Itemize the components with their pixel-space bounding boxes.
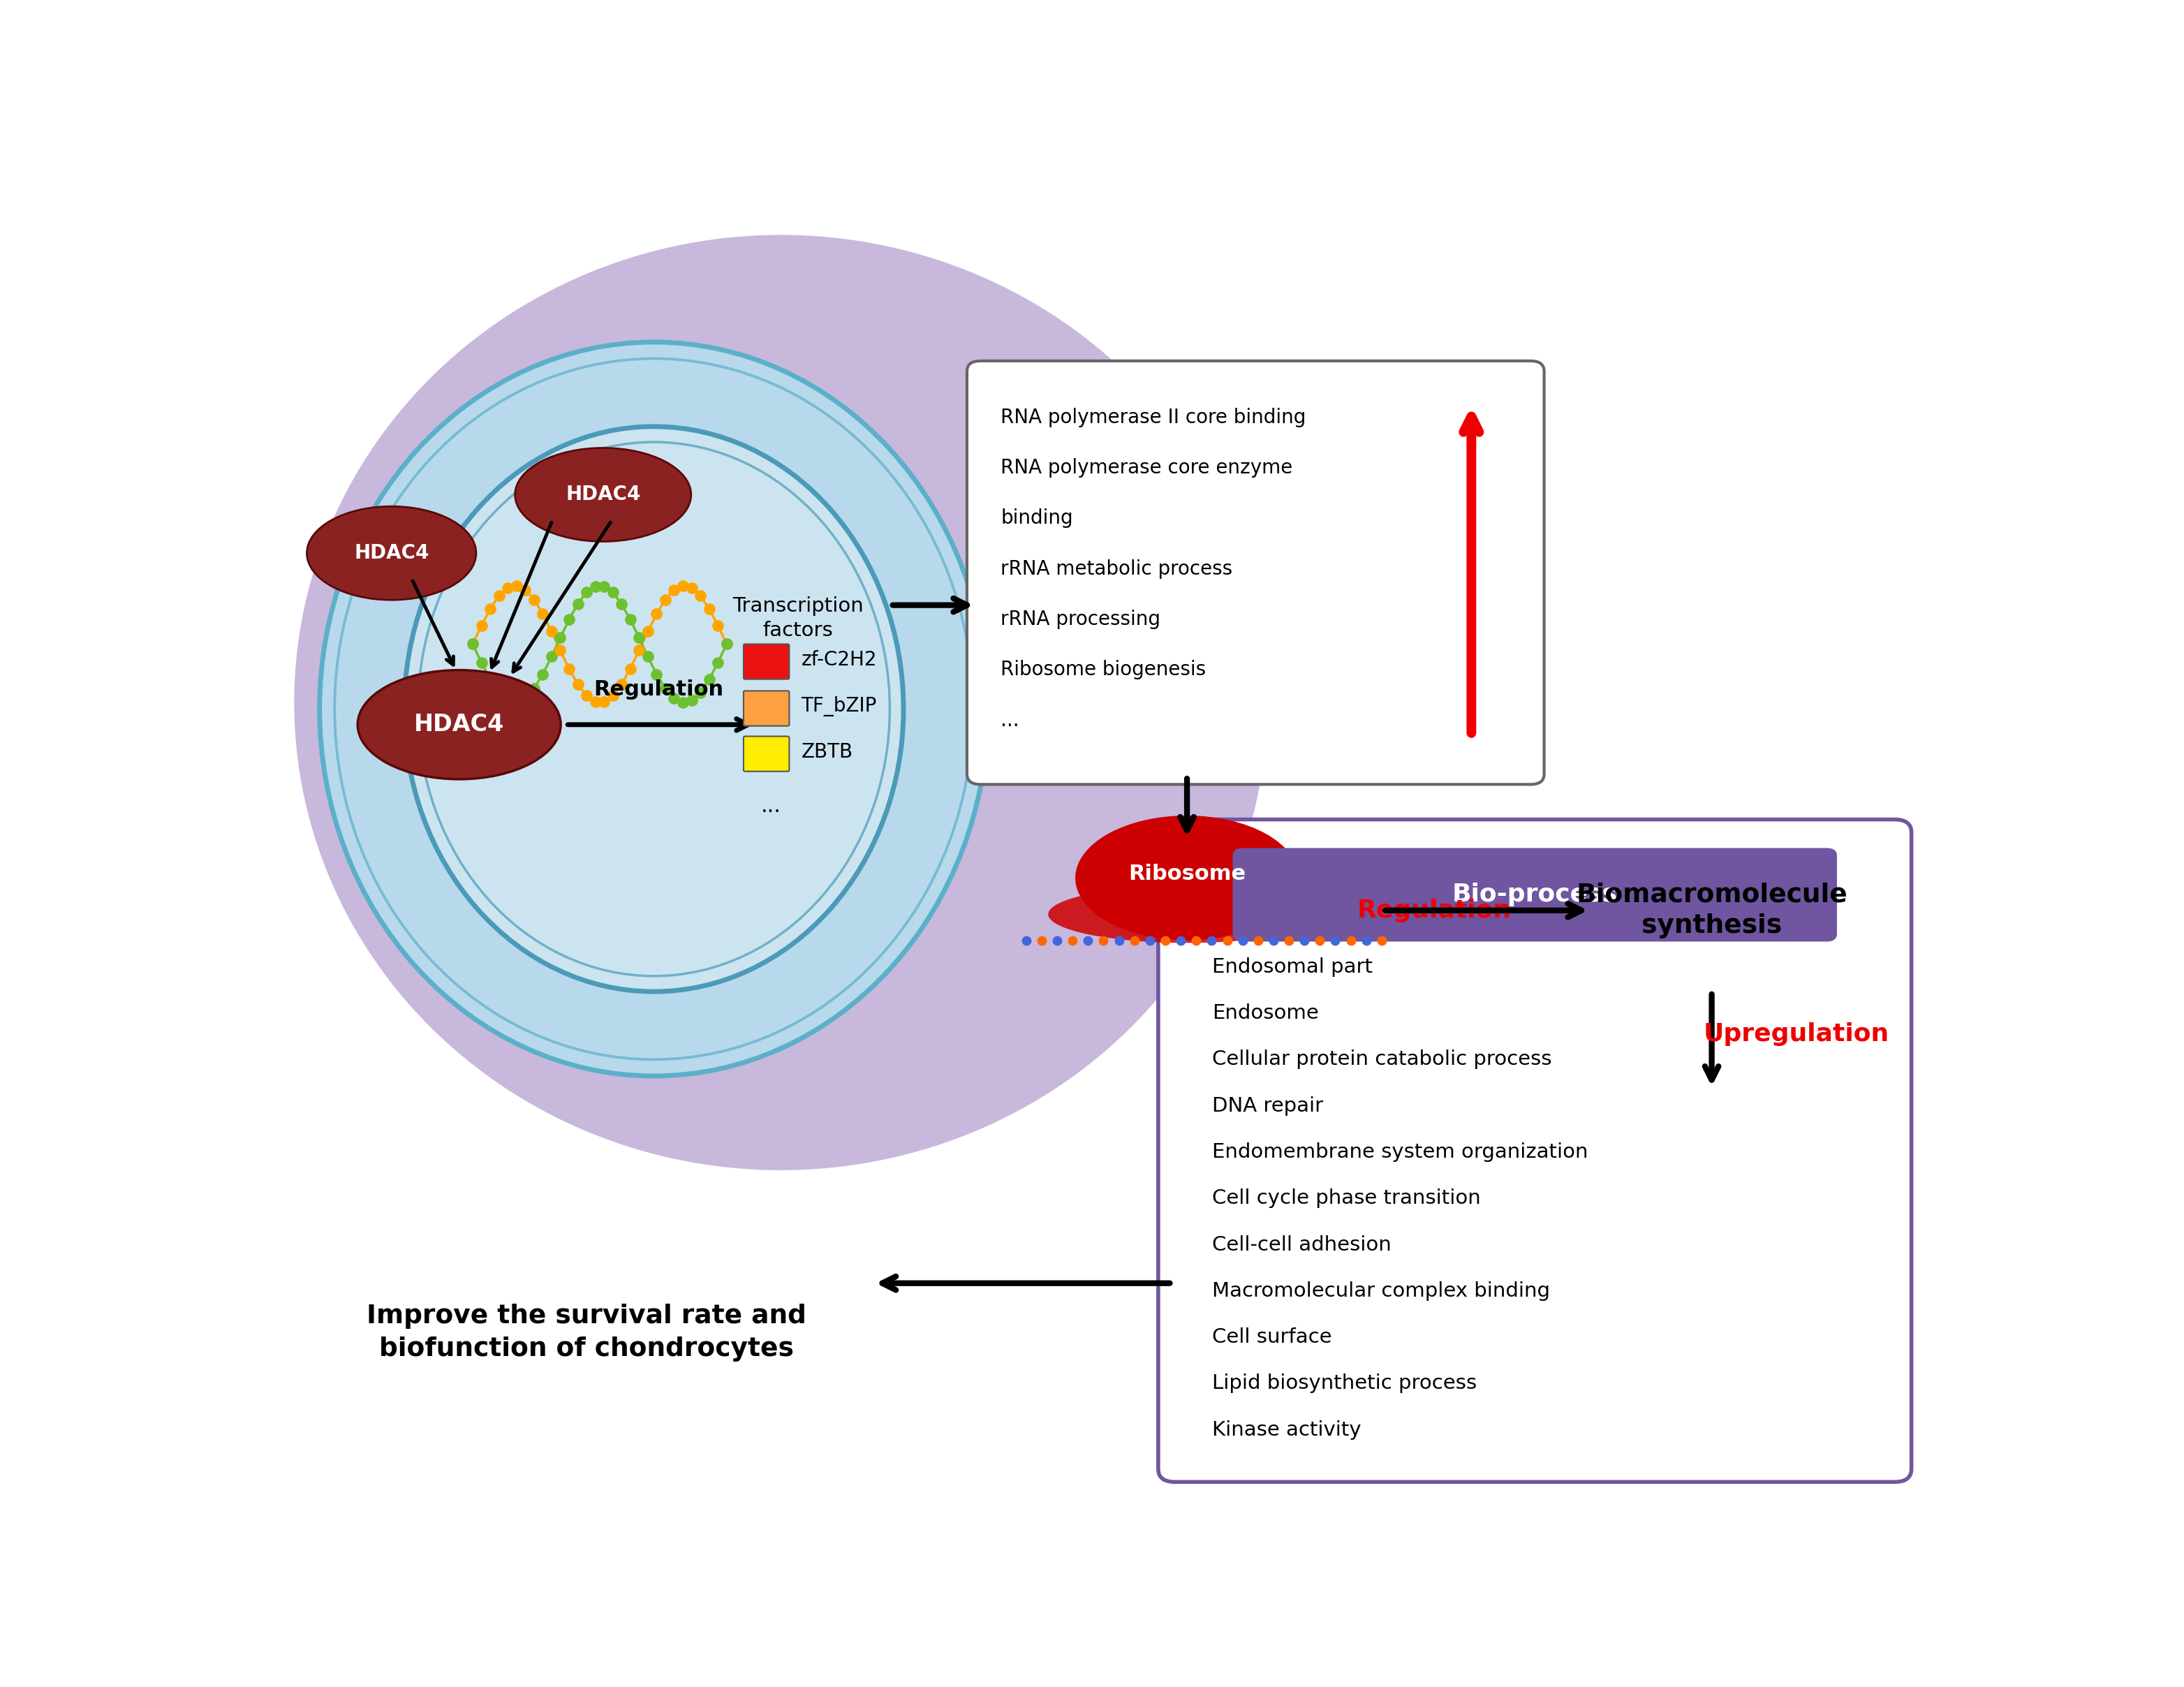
Ellipse shape [1048, 886, 1326, 943]
Ellipse shape [404, 427, 904, 992]
FancyBboxPatch shape [1158, 820, 1911, 1481]
Text: ...: ... [1000, 710, 1020, 730]
Text: zf-C2H2: zf-C2H2 [802, 649, 876, 670]
Text: Biomacromolecule
synthesis: Biomacromolecule synthesis [1577, 882, 1848, 938]
Text: Lipid biosynthetic process: Lipid biosynthetic process [1212, 1373, 1476, 1393]
Text: ...: ... [760, 796, 780, 817]
FancyBboxPatch shape [743, 644, 788, 680]
Text: Kinase activity: Kinase activity [1212, 1420, 1361, 1439]
Text: Upregulation: Upregulation [1704, 1022, 1889, 1046]
Ellipse shape [515, 449, 690, 542]
Text: Regulation: Regulation [594, 680, 723, 700]
Ellipse shape [358, 670, 561, 779]
Ellipse shape [295, 234, 1267, 1171]
Text: Transcription
factors: Transcription factors [732, 596, 863, 639]
Text: binding: binding [1000, 509, 1072, 528]
Text: Endomembrane system organization: Endomembrane system organization [1212, 1142, 1588, 1162]
Text: HDAC4: HDAC4 [566, 484, 640, 504]
Text: Endosome: Endosome [1212, 1004, 1319, 1022]
Ellipse shape [319, 342, 987, 1076]
Ellipse shape [1075, 815, 1299, 940]
FancyBboxPatch shape [743, 692, 788, 725]
FancyBboxPatch shape [1232, 849, 1837, 941]
Text: Cell-cell adhesion: Cell-cell adhesion [1212, 1235, 1391, 1255]
Text: rRNA processing: rRNA processing [1000, 609, 1160, 629]
Text: Ribosome: Ribosome [1129, 864, 1245, 884]
Text: Regulation: Regulation [1356, 899, 1511, 923]
Text: rRNA metabolic process: rRNA metabolic process [1000, 558, 1232, 579]
Text: Cell cycle phase transition: Cell cycle phase transition [1212, 1189, 1481, 1208]
Text: DNA repair: DNA repair [1212, 1097, 1324, 1115]
Text: Macromolecular complex binding: Macromolecular complex binding [1212, 1280, 1551, 1301]
Text: Cellular protein catabolic process: Cellular protein catabolic process [1212, 1049, 1553, 1070]
Text: Ribosome biogenesis: Ribosome biogenesis [1000, 660, 1206, 680]
Text: ZBTB: ZBTB [802, 742, 852, 763]
Text: Bio-process: Bio-process [1452, 882, 1618, 906]
Text: RNA polymerase core enzyme: RNA polymerase core enzyme [1000, 459, 1293, 477]
Ellipse shape [306, 506, 476, 601]
FancyBboxPatch shape [968, 361, 1544, 784]
Text: TF_bZIP: TF_bZIP [802, 697, 876, 717]
Text: Improve the survival rate and
biofunction of chondrocytes: Improve the survival rate and biofunctio… [367, 1304, 806, 1361]
FancyBboxPatch shape [743, 736, 788, 771]
Text: Endosomal part: Endosomal part [1212, 957, 1374, 977]
Text: Cell surface: Cell surface [1212, 1328, 1332, 1346]
Text: HDAC4: HDAC4 [354, 543, 428, 563]
Text: HDAC4: HDAC4 [415, 714, 505, 736]
Text: RNA polymerase II core binding: RNA polymerase II core binding [1000, 408, 1306, 427]
